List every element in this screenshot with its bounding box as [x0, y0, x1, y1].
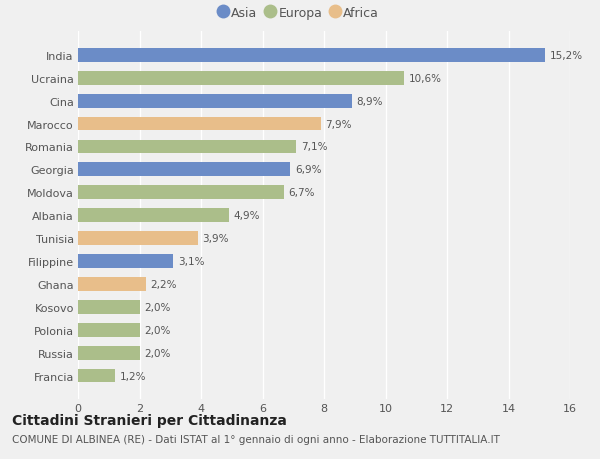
Text: 3,1%: 3,1%: [178, 257, 205, 266]
Bar: [78, 163, 290, 177]
Bar: [78, 186, 284, 200]
Text: 4,9%: 4,9%: [233, 211, 260, 221]
Text: 1,2%: 1,2%: [119, 371, 146, 381]
Text: 6,9%: 6,9%: [295, 165, 321, 175]
Bar: [78, 209, 229, 223]
Bar: [78, 277, 146, 291]
Bar: [78, 346, 139, 360]
Text: 15,2%: 15,2%: [550, 50, 583, 61]
Bar: [78, 323, 139, 337]
Text: 8,9%: 8,9%: [356, 96, 383, 106]
Bar: [78, 118, 321, 131]
Text: 3,9%: 3,9%: [203, 234, 229, 244]
Text: 7,1%: 7,1%: [301, 142, 328, 152]
Text: 2,2%: 2,2%: [150, 280, 177, 289]
Text: 7,9%: 7,9%: [326, 119, 352, 129]
Text: 10,6%: 10,6%: [409, 73, 442, 84]
Bar: [78, 140, 296, 154]
Bar: [78, 95, 352, 108]
Text: 6,7%: 6,7%: [289, 188, 315, 198]
Text: Cittadini Stranieri per Cittadinanza: Cittadini Stranieri per Cittadinanza: [12, 413, 287, 427]
Bar: [78, 232, 198, 246]
Text: 2,0%: 2,0%: [144, 325, 170, 335]
Bar: [78, 49, 545, 62]
Bar: [78, 72, 404, 85]
Text: 2,0%: 2,0%: [144, 348, 170, 358]
Text: COMUNE DI ALBINEA (RE) - Dati ISTAT al 1° gennaio di ogni anno - Elaborazione TU: COMUNE DI ALBINEA (RE) - Dati ISTAT al 1…: [12, 434, 500, 444]
Bar: [78, 369, 115, 383]
Bar: [78, 255, 173, 269]
Bar: [78, 300, 139, 314]
Text: 2,0%: 2,0%: [144, 302, 170, 312]
Legend: Asia, Europa, Africa: Asia, Europa, Africa: [217, 4, 382, 22]
